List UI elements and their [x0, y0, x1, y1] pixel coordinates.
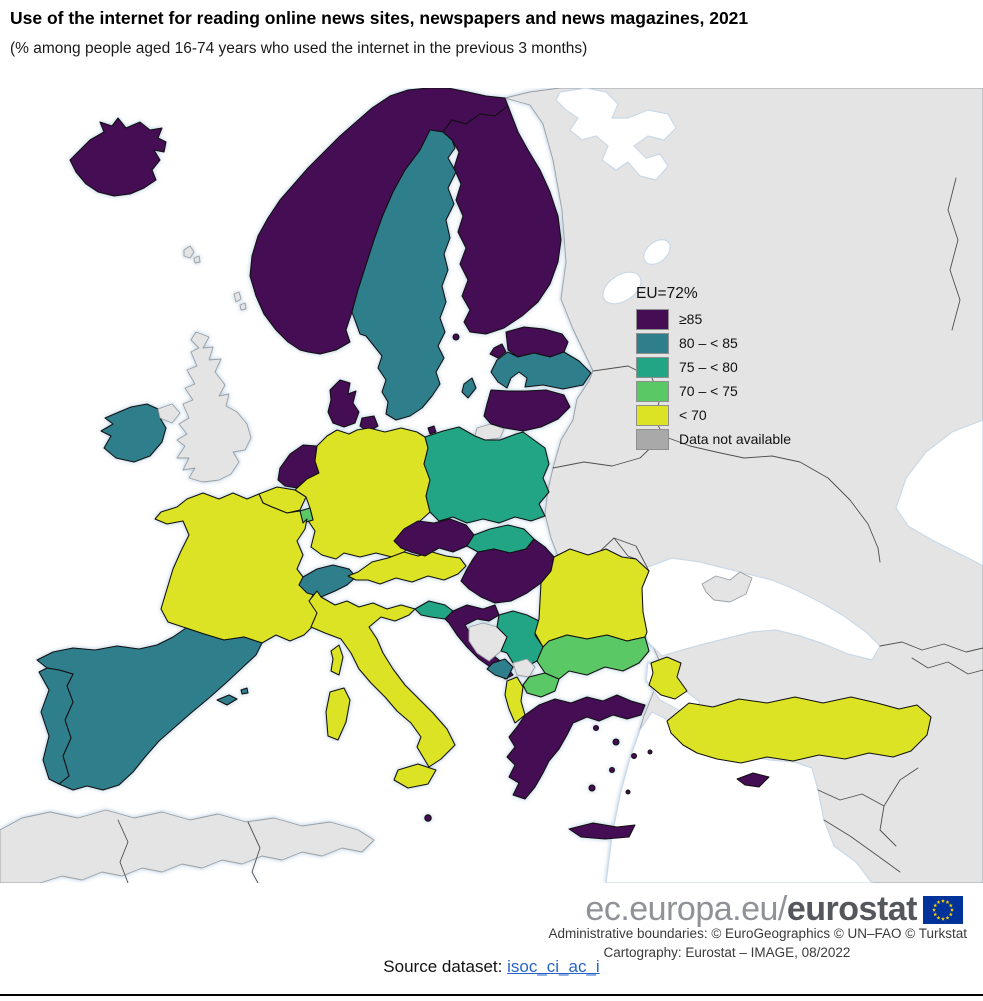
legend-item: Data not available — [636, 427, 791, 451]
country-turkey-europe — [648, 656, 688, 700]
legend-label: 80 – < 85 — [679, 335, 738, 351]
island-crete — [568, 822, 636, 840]
country-greece — [506, 694, 646, 800]
legend-swatch — [636, 356, 669, 378]
country-turkey — [666, 696, 932, 764]
country-slovakia — [466, 524, 535, 554]
country-estonia — [505, 326, 569, 358]
country-iceland — [69, 117, 167, 197]
attribution-line1: Administrative boundaries: © EuroGeograp… — [548, 926, 967, 941]
source-label: Source dataset: — [383, 957, 508, 976]
legend-label: ≥85 — [679, 311, 703, 327]
legend-label: 75 – < 80 — [679, 359, 738, 375]
border-kazakhstan — [947, 177, 961, 331]
europe-map-svg — [0, 88, 983, 883]
legend-item: 80 – < 85 — [636, 331, 791, 355]
border-belarus-ukraine — [552, 435, 664, 469]
logo-brand: eurostat — [786, 890, 918, 928]
island-bornholm — [427, 425, 437, 435]
country-france — [154, 492, 319, 644]
greek-islands — [588, 724, 653, 795]
country-montenegro — [486, 658, 514, 680]
white-sea — [555, 88, 677, 181]
region-north-africa — [0, 809, 375, 883]
country-bulgaria — [536, 634, 650, 680]
choropleth-map: EU=72% ≥85 80 – < 85 75 – < 80 — [0, 88, 983, 960]
island-saaremaa — [489, 343, 507, 359]
legend-swatch — [636, 428, 669, 450]
island-aland — [452, 333, 460, 341]
region-faroe-islands — [183, 245, 201, 264]
country-spain — [36, 627, 263, 791]
country-cyprus — [736, 772, 770, 788]
legend-item: 70 – < 75 — [636, 379, 791, 403]
island-corsica — [330, 644, 344, 676]
country-austria — [347, 551, 467, 585]
country-lithuania — [483, 389, 571, 432]
country-malta — [424, 814, 432, 822]
legend-eu-value: EU=72% — [636, 285, 698, 302]
legend-swatch — [636, 380, 669, 402]
eu-flag-icon — [923, 895, 963, 924]
source-dataset-link[interactable]: isoc_ci_ac_i — [507, 957, 600, 976]
islands-balearics — [216, 687, 249, 706]
island-sicily — [393, 763, 437, 789]
country-ireland — [100, 403, 167, 463]
legend-item: < 70 — [636, 403, 791, 427]
country-italy — [308, 590, 456, 768]
crimea — [701, 571, 753, 603]
legend-label: Data not available — [679, 431, 792, 447]
country-switzerland — [298, 564, 357, 598]
island-sardinia — [325, 687, 351, 741]
caspian-sea — [895, 419, 983, 567]
lake-onega — [643, 239, 671, 265]
country-sweden — [351, 129, 457, 421]
country-latvia — [490, 351, 592, 390]
legend-item: ≥85 — [636, 307, 791, 331]
bottom-rule — [0, 994, 983, 996]
logo-url-prefix: ec.europa.eu/ — [585, 890, 787, 928]
map-legend: EU=72% ≥85 80 – < 85 75 – < 80 — [636, 285, 791, 451]
border-caucasus — [879, 641, 983, 675]
country-albania — [504, 676, 526, 724]
lake-ladoga — [602, 271, 642, 305]
legend-label: < 70 — [679, 407, 707, 423]
black-sea — [638, 557, 881, 661]
country-portugal — [38, 667, 74, 785]
country-hungary — [460, 538, 555, 604]
region-kosovo — [512, 658, 536, 678]
attribution-line2: Cartography: Eurostat – IMAGE, 08/2022 — [603, 945, 851, 960]
legend-swatch — [636, 404, 669, 426]
country-denmark — [327, 379, 360, 428]
eurostat-logo: ec.europa.eu/eurostat — [585, 890, 963, 929]
border-russia-ukraine — [662, 435, 881, 563]
legend-item: 75 – < 80 — [636, 355, 791, 379]
region-shetland — [233, 291, 247, 311]
country-finland — [442, 105, 562, 335]
page-subtitle: (% among people aged 16-74 years who use… — [10, 40, 588, 57]
legend-swatch — [636, 332, 669, 354]
country-romania — [534, 548, 650, 648]
region-united-kingdom — [176, 331, 252, 483]
map-attribution: Administrative boundaries: © EuroGeograp… — [487, 924, 967, 962]
legend-swatch — [636, 308, 669, 330]
source-line: Source dataset: isoc_ci_ac_i — [0, 957, 983, 977]
country-poland — [423, 426, 550, 524]
legend-label: 70 – < 75 — [679, 383, 738, 399]
border-syria-iraq — [817, 767, 919, 873]
region-northern-ireland — [157, 403, 181, 424]
border-north-africa — [117, 819, 261, 883]
page-title: Use of the internet for reading online n… — [10, 8, 749, 28]
border-moldova — [595, 537, 650, 572]
island-gotland — [461, 377, 477, 399]
